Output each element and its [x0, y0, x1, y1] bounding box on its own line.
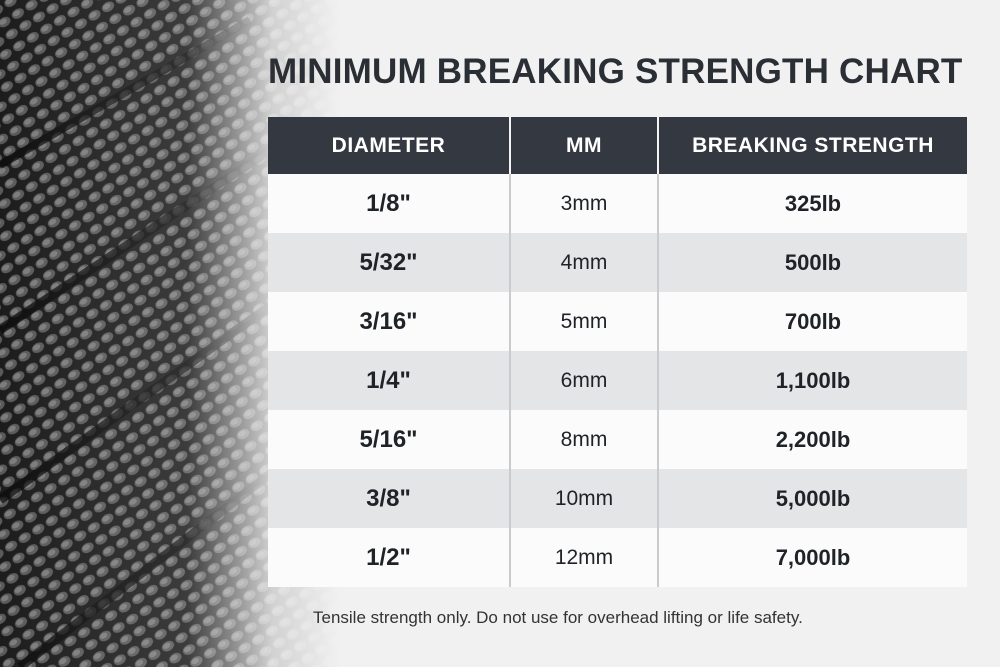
- table-row: 1/4" 6mm 1,100lb: [268, 351, 967, 410]
- cell-breaking-strength: 2,200lb: [658, 410, 967, 469]
- cell-diameter: 5/16": [268, 410, 511, 469]
- footnote: Tensile strength only. Do not use for ov…: [313, 608, 803, 627]
- cell-breaking-strength: 1,100lb: [658, 351, 967, 410]
- table-row: 5/16" 8mm 2,200lb: [268, 410, 967, 469]
- table-row: 1/8" 3mm 325lb: [268, 174, 967, 233]
- cell-mm: 3mm: [510, 174, 659, 233]
- strength-table: DIAMETER MM BREAKING STRENGTH 1/8" 3mm 3…: [268, 117, 967, 587]
- cell-diameter: 5/32": [268, 233, 511, 292]
- table-row: 3/16" 5mm 700lb: [268, 292, 967, 351]
- cell-breaking-strength: 325lb: [658, 174, 967, 233]
- table-row: 1/2" 12mm 7,000lb: [268, 528, 967, 587]
- column-header-diameter: DIAMETER: [268, 117, 511, 174]
- cell-diameter: 1/4": [268, 351, 511, 410]
- cell-mm: 12mm: [510, 528, 659, 587]
- cell-mm: 8mm: [510, 410, 659, 469]
- cell-breaking-strength: 700lb: [658, 292, 967, 351]
- cell-diameter: 3/8": [268, 469, 511, 528]
- cell-breaking-strength: 7,000lb: [658, 528, 967, 587]
- cell-mm: 6mm: [510, 351, 659, 410]
- cell-diameter: 3/16": [268, 292, 511, 351]
- cell-breaking-strength: 500lb: [658, 233, 967, 292]
- column-header-breaking-strength: BREAKING STRENGTH: [658, 117, 967, 174]
- table-row: 5/32" 4mm 500lb: [268, 233, 967, 292]
- table-row: 3/8" 10mm 5,000lb: [268, 469, 967, 528]
- cell-breaking-strength: 5,000lb: [658, 469, 967, 528]
- cell-mm: 10mm: [510, 469, 659, 528]
- table-header-row: DIAMETER MM BREAKING STRENGTH: [268, 117, 967, 174]
- cell-diameter: 1/2": [268, 528, 511, 587]
- chart-title: MINIMUM BREAKING STRENGTH CHART: [268, 52, 963, 91]
- strength-table-wrap: DIAMETER MM BREAKING STRENGTH 1/8" 3mm 3…: [268, 117, 967, 587]
- cell-mm: 4mm: [510, 233, 659, 292]
- cell-diameter: 1/8": [268, 174, 511, 233]
- cell-mm: 5mm: [510, 292, 659, 351]
- column-header-mm: MM: [510, 117, 659, 174]
